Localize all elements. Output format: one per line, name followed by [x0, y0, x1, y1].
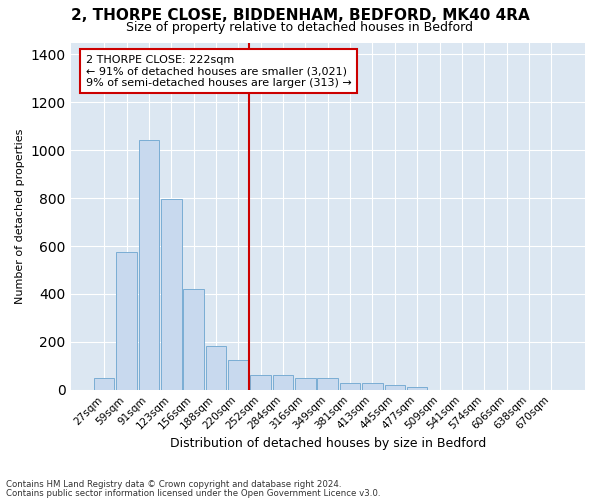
Bar [385, 386, 405, 390]
Bar [362, 384, 383, 390]
Bar [116, 252, 137, 390]
Bar [139, 140, 159, 390]
Text: Size of property relative to detached houses in Bedford: Size of property relative to detached ho… [127, 21, 473, 34]
Bar [340, 384, 361, 390]
Bar [250, 374, 271, 390]
Bar [273, 375, 293, 390]
X-axis label: Distribution of detached houses by size in Bedford: Distribution of detached houses by size … [170, 437, 486, 450]
Bar [317, 378, 338, 390]
Bar [295, 378, 316, 390]
Text: Contains HM Land Registry data © Crown copyright and database right 2024.: Contains HM Land Registry data © Crown c… [6, 480, 341, 489]
Bar [94, 378, 115, 390]
Y-axis label: Number of detached properties: Number of detached properties [15, 128, 25, 304]
Text: Contains public sector information licensed under the Open Government Licence v3: Contains public sector information licen… [6, 488, 380, 498]
Bar [206, 346, 226, 390]
Bar [161, 200, 182, 390]
Bar [228, 360, 248, 390]
Text: 2 THORPE CLOSE: 222sqm
← 91% of detached houses are smaller (3,021)
9% of semi-d: 2 THORPE CLOSE: 222sqm ← 91% of detached… [86, 54, 352, 88]
Bar [407, 386, 427, 390]
Bar [184, 289, 204, 390]
Text: 2, THORPE CLOSE, BIDDENHAM, BEDFORD, MK40 4RA: 2, THORPE CLOSE, BIDDENHAM, BEDFORD, MK4… [71, 8, 529, 22]
